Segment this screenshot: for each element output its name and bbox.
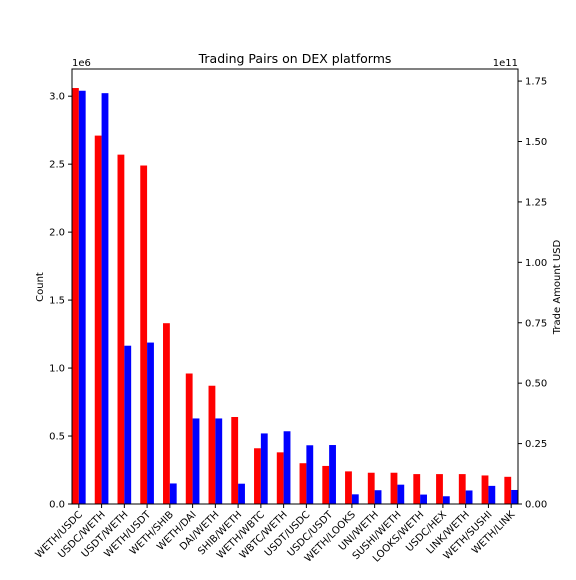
count-bar [504,476,512,504]
count-bar [72,88,79,504]
amount-bar [329,445,336,504]
amount-bar [238,483,245,504]
y2-tick-label: 1.50 [525,137,547,148]
count-bar [163,323,170,504]
amount-bar [465,490,473,504]
amount-bar [397,484,405,504]
y2-tick-label: 1.25 [525,197,547,208]
amount-bar [420,494,427,504]
count-bar [254,448,261,504]
y-axis-label: Count [35,272,46,302]
amount-bar [511,489,518,504]
count-bar [185,373,193,504]
y2-tick-label: 0.00 [525,500,547,511]
y-tick-label: 2.0 [49,228,65,239]
amount-bar [215,418,223,504]
amount-bar [124,345,132,504]
y2-tick-label: 1.00 [525,258,547,269]
amount-bar [374,490,382,504]
x-axis: WETH/USDCUSDC/WETHUSDT/WETHWETH/USDTWETH… [34,504,518,565]
amount-bar [488,485,496,504]
amount-bar [442,496,450,504]
count-bar [458,474,466,504]
y2-tick-label: 1.75 [525,77,547,88]
amount-bar [147,342,154,504]
left-axis: 0.0 0.5 1.0 1.5 2.0 2.5 3.0 [49,92,72,511]
amount-bar [78,90,86,504]
count-bar [481,475,489,504]
amount-bar [283,431,291,504]
y2-offset-label: 1e11 [493,58,518,69]
plot-frame [71,68,519,505]
amount-bar [192,418,200,504]
y-tick-label: 2.5 [49,160,65,171]
count-bar [208,385,216,504]
count-bar [413,474,421,504]
amount-bar [351,494,359,504]
count-bar [94,135,102,504]
count-bar [322,465,330,504]
y2-tick-label: 0.75 [525,318,547,329]
y-tick-label: 3.0 [49,92,65,103]
y-tick-label: 1.5 [49,296,65,307]
count-bar [390,472,398,504]
count-bar [140,165,148,504]
count-bar [436,474,443,504]
chart-title: Trading Pairs on DEX platforms [198,51,392,66]
y-tick-label: 1.0 [49,364,65,375]
count-bar [367,472,375,504]
count-bar [345,471,352,504]
count-bar [117,154,125,504]
count-bar [231,417,239,504]
amount-bar [260,433,268,504]
y2-tick-label: 0.25 [525,439,547,450]
right-axis: 0.00 0.25 0.50 0.75 1.00 1.25 1.50 1.75 [518,77,547,511]
amount-bar [306,445,314,504]
count-bar [276,452,284,504]
amount-bar [101,93,109,505]
y2-axis-label: Trade Amount USD [552,240,563,336]
count-bar [299,463,307,504]
amount-bar [169,483,177,504]
bars [72,88,518,505]
y-tick-label: 0.5 [49,432,65,443]
y-tick-label: 0.0 [49,500,65,511]
y-offset-label: 1e6 [72,58,91,69]
y2-tick-label: 0.50 [525,379,547,390]
